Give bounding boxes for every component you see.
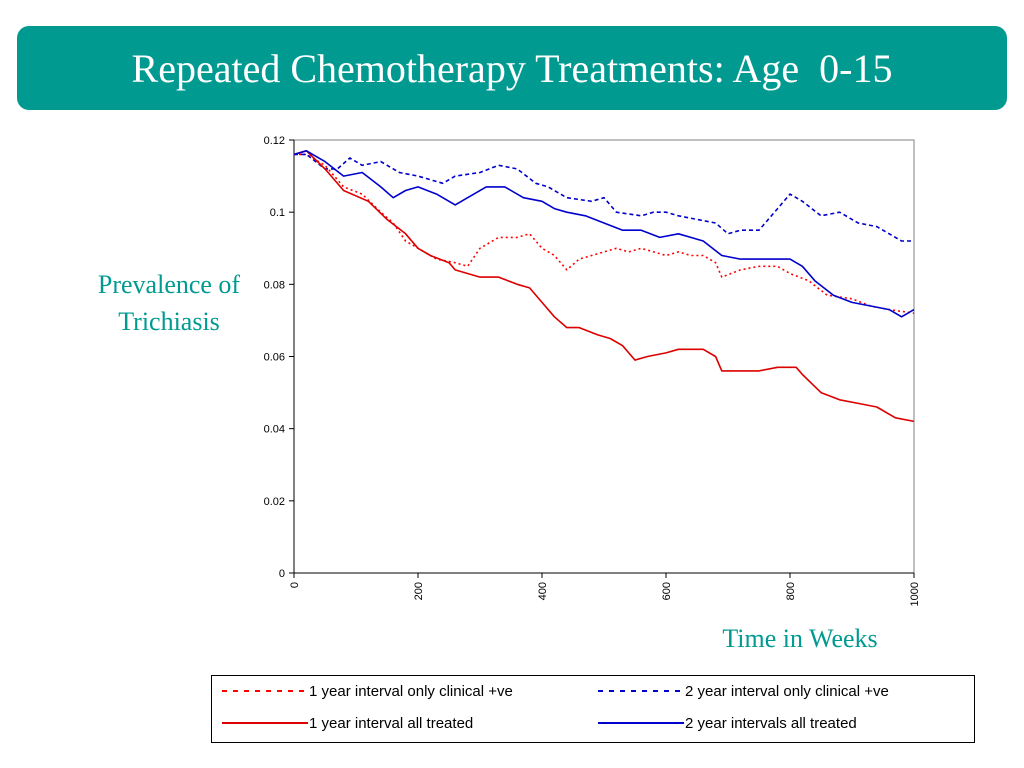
legend-swatch-2yr-clinical bbox=[598, 690, 684, 692]
y-tick-label: 0.12 bbox=[264, 135, 285, 147]
x-tick-label: 0 bbox=[289, 582, 301, 588]
series-2yr-all-line bbox=[293, 150, 915, 318]
legend-item-1yr-all: 1 year interval all treated bbox=[222, 712, 473, 734]
title-bar: Repeated Chemotherapy Treatments: Age 0-… bbox=[17, 26, 1007, 110]
x-axis-title: Time in Weeks bbox=[722, 624, 878, 653]
chart-legend: 1 year interval only clinical +ve 2 year… bbox=[211, 675, 975, 743]
legend-label-2yr-all: 2 year intervals all treated bbox=[685, 714, 857, 732]
y-tick-label: 0.04 bbox=[264, 424, 285, 436]
legend-label-2yr-clinical: 2 year interval only clinical +ve bbox=[685, 682, 889, 700]
legend-item-2yr-all: 2 year intervals all treated bbox=[598, 712, 857, 734]
legend-item-2yr-clinical: 2 year interval only clinical +ve bbox=[598, 680, 889, 702]
series-2yr-clinical-line bbox=[294, 153, 914, 242]
y-tick-label: 0.02 bbox=[264, 496, 285, 508]
legend-label-1yr-all: 1 year interval all treated bbox=[309, 714, 474, 732]
x-tick-label: 400 bbox=[537, 582, 549, 600]
slide-title: Repeated Chemotherapy Treatments: Age 0-… bbox=[131, 45, 893, 91]
legend-item-1yr-clinical: 1 year interval only clinical +ve bbox=[222, 680, 513, 702]
legend-swatch-2yr-all bbox=[598, 722, 684, 724]
legend-swatch-1yr-clinical bbox=[222, 690, 308, 692]
y-tick-label: 0 bbox=[279, 568, 285, 580]
series-1yr-clinical-line bbox=[294, 153, 915, 314]
y-tick-label: 0.1 bbox=[270, 207, 285, 219]
legend-label-1yr-clinical: 1 year interval only clinical +ve bbox=[309, 682, 513, 700]
series-1yr-all-line bbox=[293, 150, 915, 423]
plot-area-frame bbox=[293, 139, 915, 574]
x-tick-label: 800 bbox=[785, 582, 797, 600]
x-tick-label: 600 bbox=[661, 582, 673, 600]
x-tick-label: 1000 bbox=[909, 582, 921, 606]
y-tick-label: 0.06 bbox=[264, 352, 285, 364]
legend-swatch-1yr-all bbox=[222, 722, 308, 724]
x-tick-label: 200 bbox=[413, 582, 425, 600]
y-axis-title: Prevalence of Trichiasis bbox=[97, 270, 241, 336]
y-tick-label: 0.08 bbox=[264, 279, 285, 291]
